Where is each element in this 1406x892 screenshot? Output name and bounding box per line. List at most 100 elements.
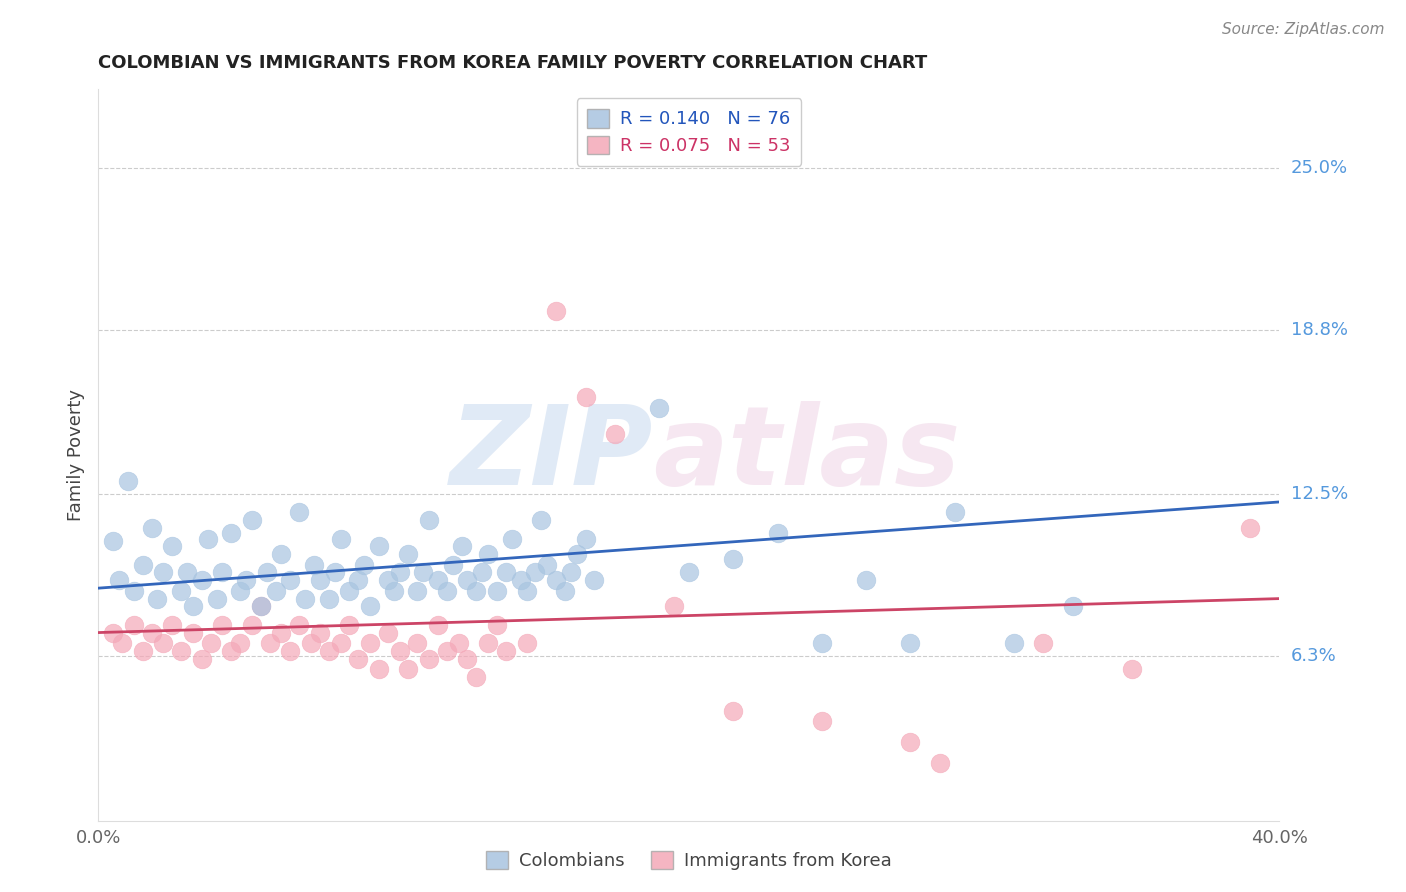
Point (664, 599, 686, 614)
Point (1062, 599, 1084, 614)
Point (388, 566, 411, 580)
Point (329, 532, 352, 546)
Point (162, 617, 183, 632)
Point (427, 574, 450, 588)
Point (495, 644, 517, 658)
Point (229, 636, 252, 650)
Point (406, 636, 429, 650)
Point (388, 644, 411, 658)
Point (436, 583, 458, 598)
Point (368, 662, 391, 676)
Point (235, 574, 257, 588)
Point (353, 558, 375, 572)
Point (103, 625, 125, 640)
Point (486, 583, 509, 598)
Point (1121, 662, 1143, 676)
Point (197, 532, 219, 546)
Point (574, 391, 596, 405)
Point (477, 636, 499, 650)
Point (544, 304, 567, 318)
Point (544, 574, 567, 588)
Point (211, 566, 233, 580)
Text: 12.5%: 12.5% (1291, 485, 1348, 503)
Point (465, 670, 488, 684)
Point (229, 583, 252, 598)
Text: atlas: atlas (654, 401, 960, 508)
Text: Source: ZipAtlas.com: Source: ZipAtlas.com (1222, 22, 1385, 37)
Text: 6.3%: 6.3% (1291, 647, 1336, 665)
Point (200, 636, 222, 650)
Point (721, 552, 744, 566)
Point (495, 566, 517, 580)
Point (122, 583, 145, 598)
Point (240, 513, 263, 527)
Point (900, 735, 922, 749)
Point (205, 591, 228, 606)
Point (162, 539, 183, 553)
Point (456, 574, 478, 588)
Point (678, 566, 700, 580)
Point (359, 636, 381, 650)
Point (396, 547, 419, 561)
Point (288, 617, 311, 632)
Point (191, 651, 214, 665)
Point (530, 513, 553, 527)
Point (318, 591, 340, 606)
Point (302, 558, 325, 572)
Point (515, 636, 537, 650)
Point (219, 644, 242, 658)
Point (436, 644, 458, 658)
Point (382, 583, 405, 598)
Point (509, 574, 531, 588)
Point (347, 651, 370, 665)
Point (122, 617, 145, 632)
Point (299, 636, 322, 650)
Point (648, 401, 671, 415)
Point (278, 574, 302, 588)
Point (574, 532, 596, 546)
Point (560, 566, 582, 580)
Point (264, 583, 287, 598)
Point (309, 625, 332, 640)
Point (288, 505, 311, 519)
Point (810, 636, 832, 650)
Point (943, 505, 966, 519)
Point (270, 625, 292, 640)
Point (111, 636, 134, 650)
Point (132, 644, 155, 658)
Point (471, 566, 494, 580)
Point (412, 566, 434, 580)
Point (337, 617, 360, 632)
Point (103, 534, 125, 549)
Point (855, 574, 877, 588)
Point (524, 566, 547, 580)
Point (515, 583, 537, 598)
Point (1002, 636, 1025, 650)
Point (108, 574, 131, 588)
Point (501, 532, 523, 546)
Point (900, 636, 922, 650)
Point (176, 566, 198, 580)
Point (259, 636, 281, 650)
Point (141, 625, 163, 640)
Point (1032, 636, 1054, 650)
Point (928, 756, 950, 771)
Point (565, 547, 588, 561)
Point (441, 558, 464, 572)
Point (240, 617, 263, 632)
Point (396, 662, 419, 676)
Point (359, 599, 381, 614)
Point (465, 583, 488, 598)
Point (278, 644, 302, 658)
Point (418, 651, 440, 665)
Point (191, 574, 214, 588)
Text: 18.8%: 18.8% (1291, 320, 1347, 339)
Y-axis label: Family Poverty: Family Poverty (66, 389, 84, 521)
Point (368, 539, 391, 553)
Point (250, 599, 273, 614)
Point (141, 521, 163, 535)
Point (721, 704, 744, 718)
Point (294, 591, 316, 606)
Point (347, 574, 370, 588)
Point (309, 574, 332, 588)
